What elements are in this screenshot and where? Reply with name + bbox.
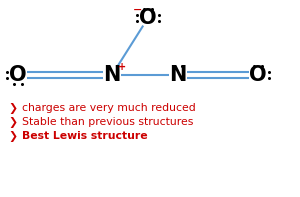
Text: ❯: ❯ [8, 116, 17, 127]
Text: ❯: ❯ [8, 102, 17, 113]
Text: +: + [118, 62, 126, 72]
Text: O: O [249, 65, 267, 85]
Text: N: N [103, 65, 121, 85]
Text: −: − [133, 5, 143, 15]
Text: charges are very much reduced: charges are very much reduced [22, 103, 196, 113]
Text: Stable than previous structures: Stable than previous structures [22, 117, 194, 127]
Text: O: O [139, 8, 157, 28]
Text: O: O [9, 65, 27, 85]
Text: ❯: ❯ [8, 130, 17, 141]
Text: N: N [169, 65, 187, 85]
Text: Best Lewis structure: Best Lewis structure [22, 131, 148, 141]
